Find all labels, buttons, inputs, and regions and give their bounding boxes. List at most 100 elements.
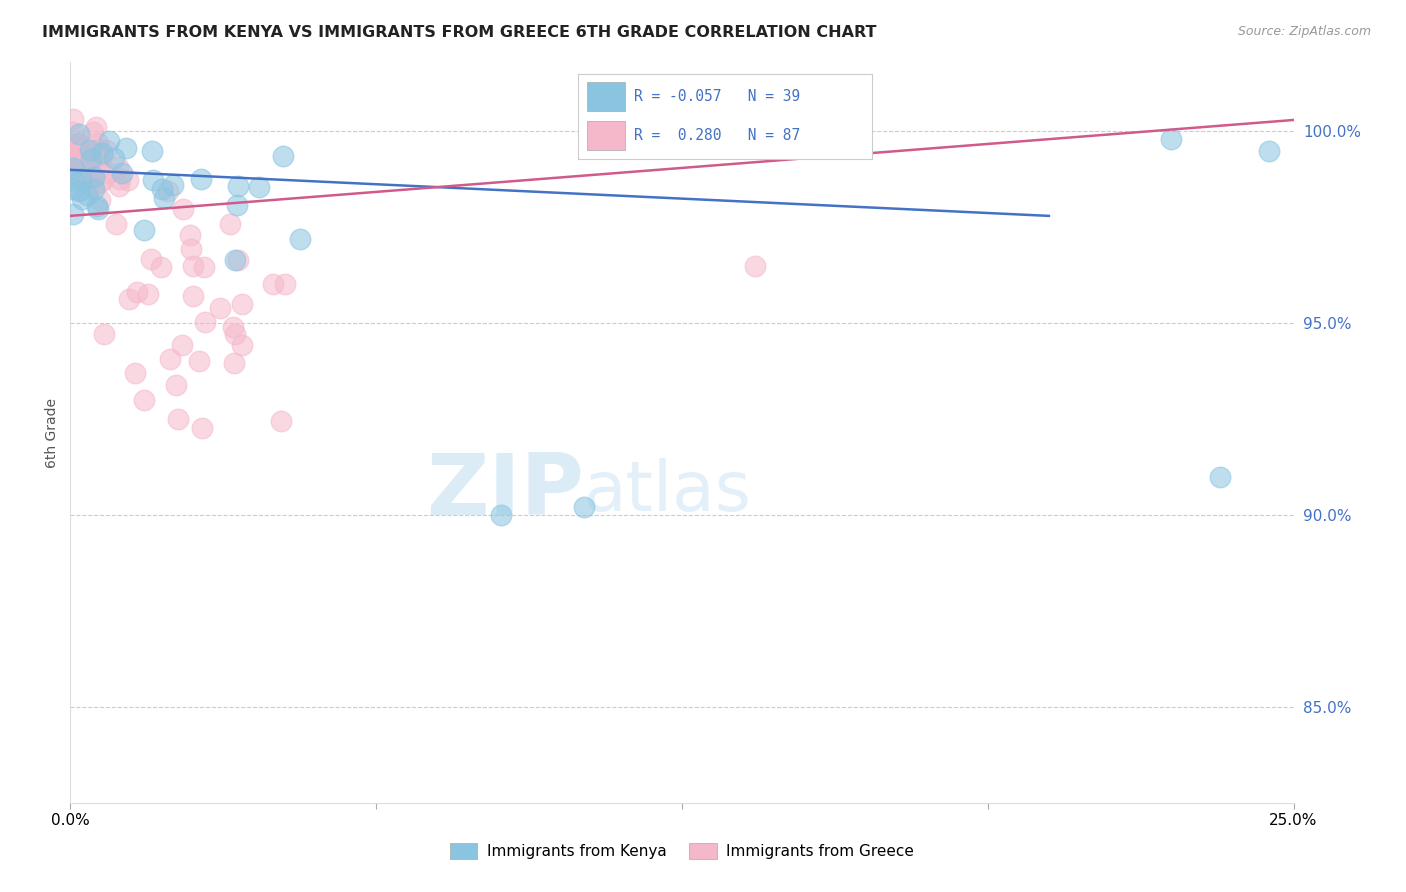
Point <box>105 217 128 231</box>
Point <box>69 183 91 197</box>
Point <box>1209 469 1232 483</box>
Point <box>132 392 155 407</box>
Point <box>224 327 246 342</box>
Point <box>80 153 103 167</box>
Point <box>124 366 146 380</box>
Point <box>66 143 89 157</box>
Point <box>115 141 138 155</box>
Point <box>222 356 245 370</box>
Point <box>1160 132 1182 146</box>
Point <box>82 178 104 192</box>
Point <box>194 315 217 329</box>
Text: atlas: atlas <box>583 458 752 525</box>
Point <box>180 243 202 257</box>
Point <box>222 319 245 334</box>
Point <box>62 157 84 171</box>
Point <box>226 178 249 193</box>
Point <box>224 252 246 267</box>
Point <box>75 148 97 162</box>
Point <box>62 154 84 169</box>
Point <box>181 259 204 273</box>
Legend: Immigrants from Kenya, Immigrants from Greece: Immigrants from Kenya, Immigrants from G… <box>444 838 920 865</box>
Text: Source: ZipAtlas.com: Source: ZipAtlas.com <box>1237 25 1371 38</box>
Point <box>117 172 139 186</box>
Point <box>132 223 155 237</box>
Point <box>70 192 93 206</box>
Point <box>1258 144 1281 158</box>
Point <box>83 182 105 196</box>
Point <box>86 136 108 150</box>
Text: IMMIGRANTS FROM KENYA VS IMMIGRANTS FROM GREECE 6TH GRADE CORRELATION CHART: IMMIGRANTS FROM KENYA VS IMMIGRANTS FROM… <box>42 25 877 40</box>
Point <box>190 421 212 435</box>
Point <box>86 153 108 168</box>
Point <box>65 136 87 151</box>
Point <box>150 182 173 196</box>
Point <box>79 168 101 182</box>
Point <box>149 260 172 274</box>
Point <box>93 326 115 341</box>
Point <box>157 184 180 198</box>
Point <box>167 412 190 426</box>
Point <box>70 160 93 174</box>
Point <box>172 338 194 352</box>
Point <box>231 337 253 351</box>
Point <box>111 166 134 180</box>
Point <box>226 253 249 268</box>
Point <box>70 158 93 172</box>
Point <box>90 148 112 162</box>
Point <box>231 297 253 311</box>
Point <box>62 145 84 160</box>
Text: ZIP: ZIP <box>426 450 583 533</box>
Point <box>62 161 84 175</box>
Point <box>83 169 105 184</box>
Point <box>270 414 292 428</box>
Point <box>572 500 595 515</box>
Point <box>66 152 89 166</box>
Point <box>66 155 89 169</box>
Point <box>62 125 84 139</box>
Point <box>62 206 84 220</box>
Point <box>82 125 104 139</box>
Point <box>219 217 242 231</box>
Point <box>225 198 247 212</box>
Point <box>94 143 117 157</box>
Point <box>69 171 91 186</box>
Point <box>165 377 187 392</box>
Point <box>62 172 84 186</box>
Point <box>179 227 201 242</box>
Point <box>98 134 121 148</box>
Point <box>744 259 766 273</box>
Point <box>86 202 108 216</box>
Point <box>489 508 512 522</box>
Point <box>70 145 93 160</box>
Point <box>90 145 112 160</box>
Point <box>62 165 84 179</box>
Point <box>84 150 107 164</box>
Point <box>108 172 131 186</box>
Point <box>65 140 87 154</box>
Point <box>83 146 105 161</box>
Point <box>86 199 108 213</box>
Point <box>70 159 93 173</box>
Point <box>153 190 176 204</box>
Point <box>87 142 110 156</box>
Point <box>136 287 159 301</box>
Point <box>84 120 107 135</box>
Point <box>247 180 270 194</box>
Point <box>172 202 194 216</box>
Point <box>274 277 297 291</box>
Point <box>97 166 120 180</box>
Point <box>188 353 211 368</box>
Point <box>91 173 114 187</box>
Point <box>103 151 125 165</box>
Point <box>159 352 181 367</box>
Point <box>288 232 311 246</box>
Point <box>67 184 90 198</box>
Point <box>72 173 94 187</box>
Point <box>67 127 90 141</box>
Point <box>108 178 131 193</box>
Point <box>139 252 162 266</box>
Point <box>183 288 205 302</box>
Point <box>69 136 91 151</box>
Y-axis label: 6th Grade: 6th Grade <box>45 398 59 467</box>
